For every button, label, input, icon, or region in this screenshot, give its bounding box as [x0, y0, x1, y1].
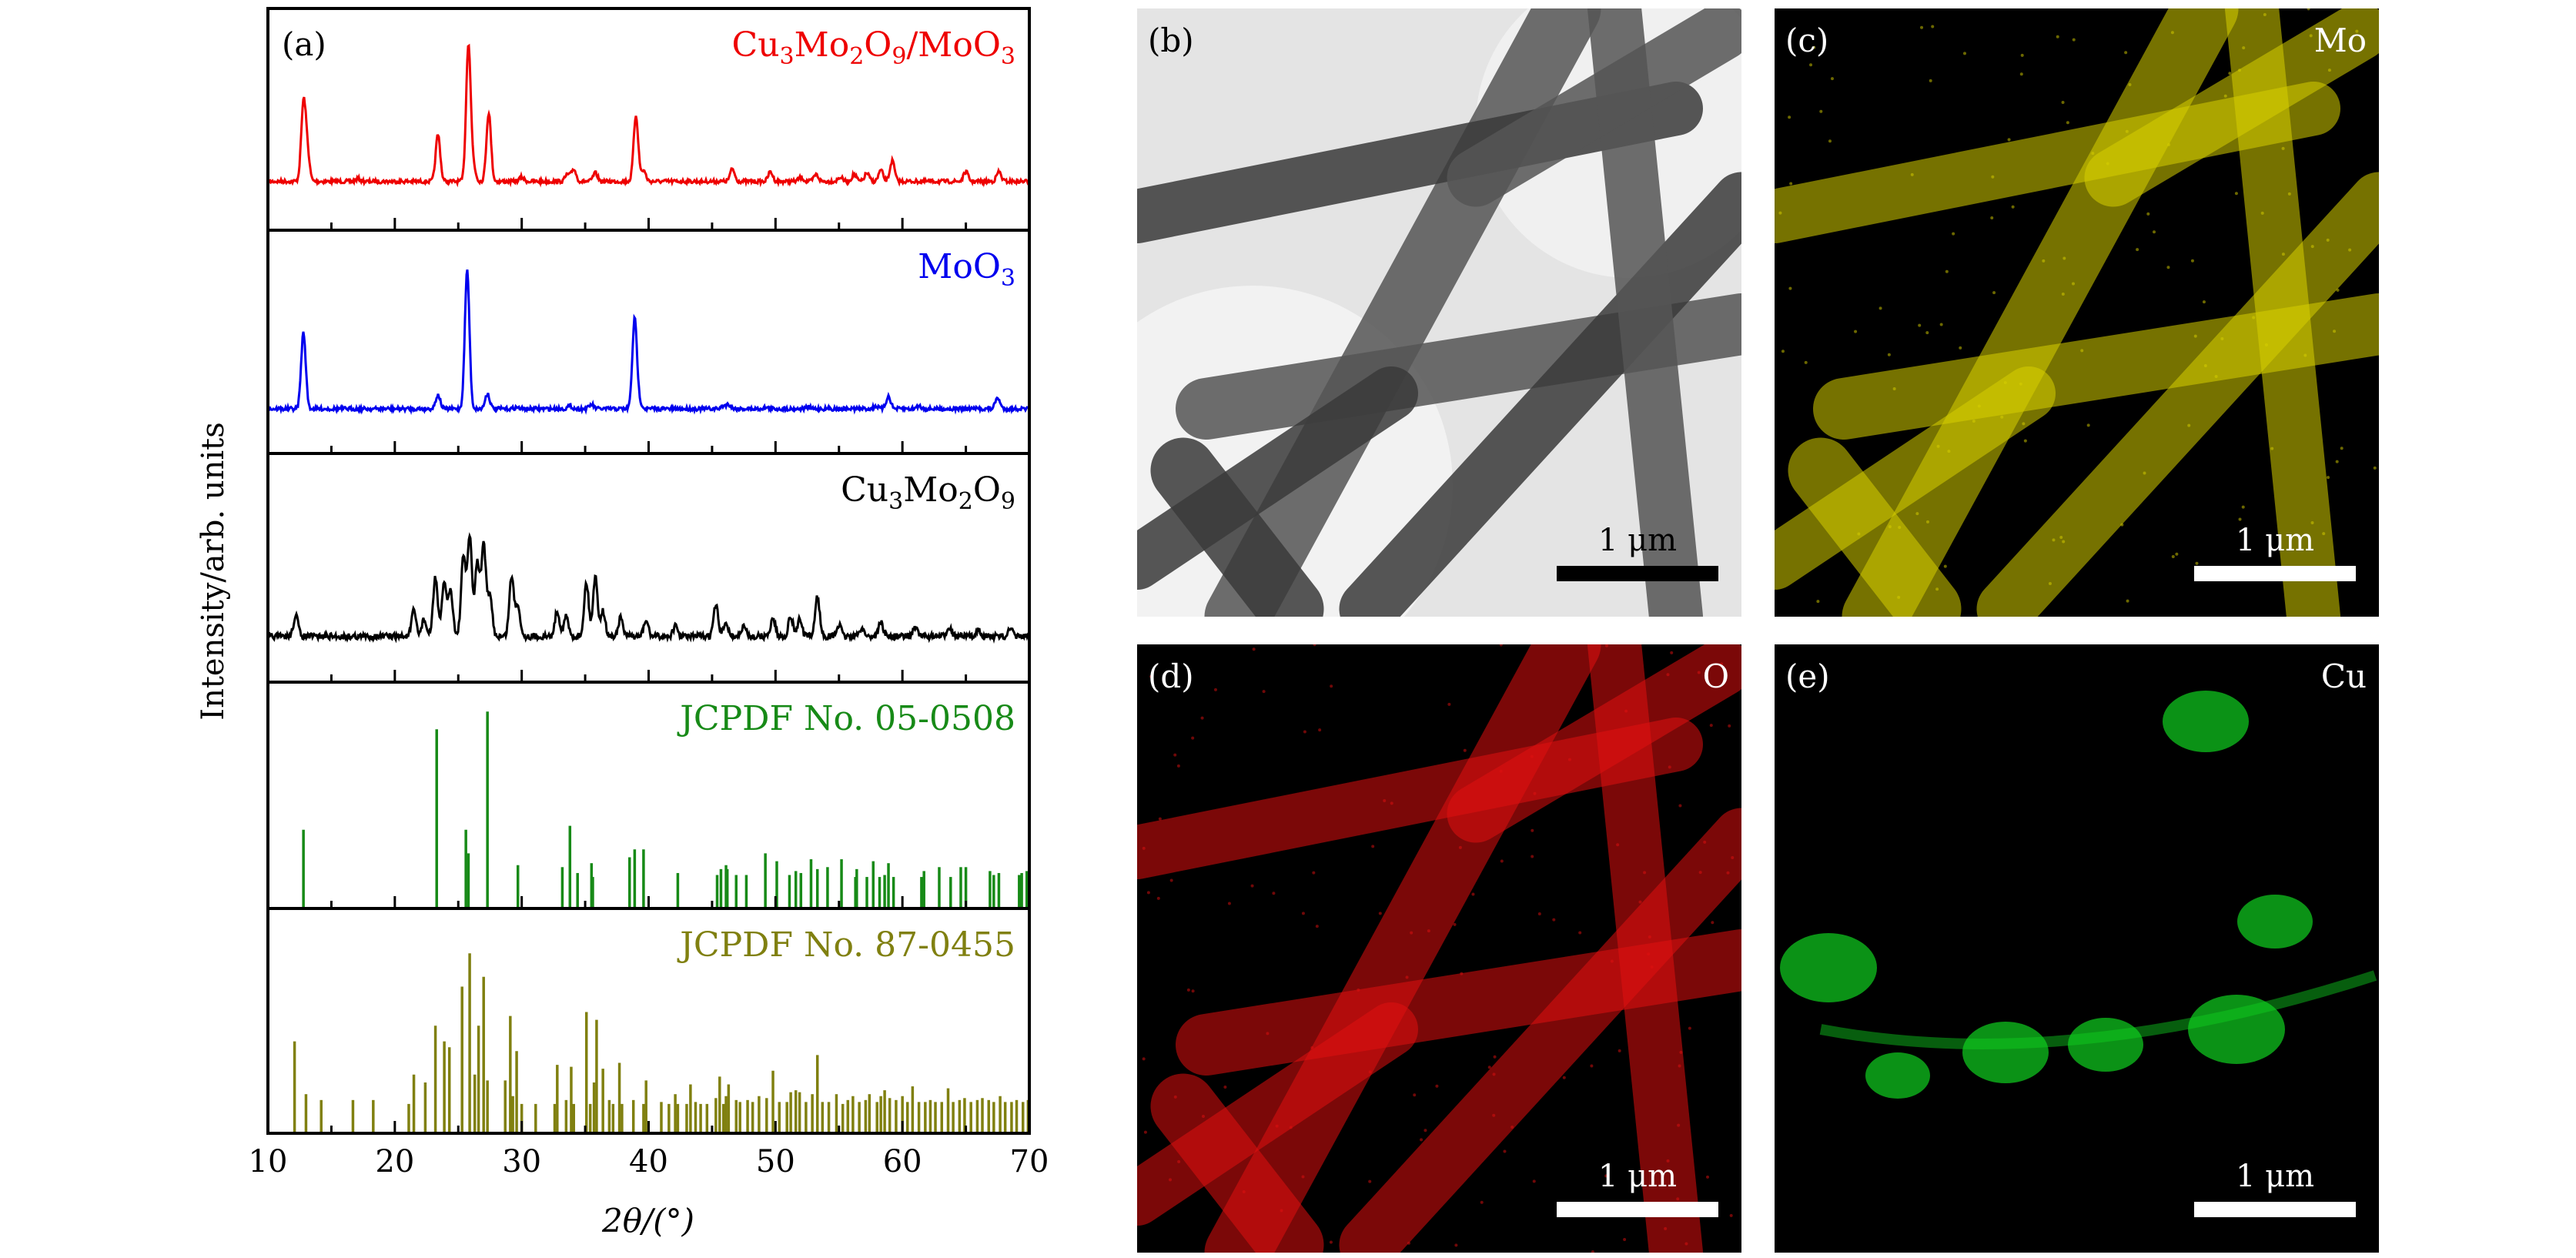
series-line — [267, 269, 1030, 416]
series-label: JCPDF No. 87-0455 — [677, 925, 1015, 965]
panel-label: (b) — [1148, 22, 1194, 59]
x-axis-label: 2θ/(°) — [601, 1202, 694, 1240]
series-4: JCPDF No. 87-0455 — [293, 925, 1030, 1133]
label-part: 2 — [849, 43, 864, 70]
label-part: Mo — [795, 25, 850, 65]
element-signal — [2237, 895, 2313, 949]
nanobelt — [1339, 172, 1741, 617]
x-tick-label: 40 — [629, 1144, 668, 1179]
series-0: Cu3Mo2O9/MoO3 — [266, 25, 1030, 188]
label-part: Cu — [732, 25, 780, 65]
x-tick-label: 10 — [249, 1144, 288, 1179]
label-part: 9 — [1001, 488, 1015, 515]
element-signal — [1976, 172, 2379, 617]
element-signal — [1788, 437, 1962, 617]
label-part: Cu — [841, 470, 888, 510]
panel-label-a: (a) — [282, 25, 326, 63]
x-tick-label: 60 — [883, 1144, 922, 1179]
series-1: MoO3 — [267, 247, 1030, 416]
nanobelt — [1137, 366, 1418, 590]
label-part: 3 — [780, 43, 795, 70]
series-2: Cu3Mo2O9 — [266, 470, 1031, 644]
element-signal — [1780, 933, 1877, 1002]
x-tick-label: 30 — [502, 1144, 541, 1179]
scale-bar — [2194, 1202, 2356, 1217]
scale-bar — [1557, 566, 1718, 581]
series-line — [266, 532, 1031, 644]
nanobelt — [1204, 8, 1601, 617]
series-label: Cu3Mo2O9 — [841, 470, 1015, 515]
label-part: O — [864, 25, 892, 65]
x-tick-label: 20 — [375, 1144, 414, 1179]
panel-label: (c) — [1785, 22, 1828, 59]
element-label: O — [1703, 657, 1729, 695]
element-signal — [1447, 644, 1741, 843]
micrograph-b: (b) 1 μm — [1137, 8, 1741, 617]
label-part: JCPDF No. 87-0455 — [677, 925, 1015, 965]
label-part: 3 — [1001, 265, 1015, 292]
element-signal — [1204, 644, 1601, 1253]
element-signal — [1775, 366, 2056, 590]
scale-bar-label: 1 μm — [1598, 523, 1677, 558]
series-line — [266, 43, 1030, 188]
element-signal — [2188, 995, 2285, 1064]
element-signal — [1865, 1052, 1930, 1099]
micrograph-e: (e) Cu 1 μm — [1775, 644, 2379, 1253]
element-signal — [1842, 8, 2239, 617]
element-label: Cu — [2321, 657, 2367, 695]
label-part: Mo — [903, 470, 958, 510]
x-tick-label: 50 — [756, 1144, 795, 1179]
series-3: JCPDF No. 05-0508 — [302, 699, 1031, 908]
series-label: Cu3Mo2O9/MoO3 — [732, 25, 1015, 70]
micrograph-c: (c) Mo 1 μm — [1775, 8, 2379, 617]
scale-bar-label: 1 μm — [2236, 1159, 2314, 1194]
micrograph-panels: (b) 1 μm (c) Mo 1 μm (d) O 1 μm (e) Cu 1 μm — [1137, 8, 2379, 1253]
scale-bar — [2194, 566, 2356, 581]
label-part: JCPDF No. 05-0508 — [677, 699, 1015, 738]
panel-label: (d) — [1148, 657, 1194, 695]
label-part: /MoO — [906, 25, 1000, 65]
label-part: O — [973, 470, 1001, 510]
element-signal — [1150, 1073, 1324, 1253]
element-label: Mo — [2314, 22, 2367, 59]
x-tick-label: 70 — [1010, 1144, 1049, 1179]
panel-label: (e) — [1785, 657, 1830, 695]
series-label: JCPDF No. 05-0508 — [677, 699, 1015, 738]
label-part: MoO — [918, 247, 1001, 286]
element-signal — [1339, 808, 1741, 1253]
label-part: 3 — [1001, 43, 1015, 70]
element-signal — [1137, 1002, 1418, 1226]
scale-bar-label: 1 μm — [1598, 1159, 1677, 1194]
element-signal — [2163, 691, 2249, 752]
scale-bar — [1557, 1202, 1718, 1217]
element-signal — [2068, 1018, 2143, 1072]
nanobelt — [1447, 8, 1741, 207]
label-part: 9 — [892, 43, 906, 70]
element-signal — [1962, 1022, 2049, 1083]
nanobelt — [1150, 437, 1324, 617]
micrograph-d: (d) O 1 μm — [1137, 644, 1741, 1253]
y-axis-label: Intensity/arb. units — [196, 422, 231, 720]
series-label: MoO3 — [918, 247, 1015, 292]
scale-bar-label: 1 μm — [2236, 523, 2314, 558]
element-signal — [2084, 8, 2379, 207]
plot-frame — [266, 7, 1031, 1135]
label-part: 2 — [958, 488, 973, 515]
label-part: 3 — [888, 488, 903, 515]
